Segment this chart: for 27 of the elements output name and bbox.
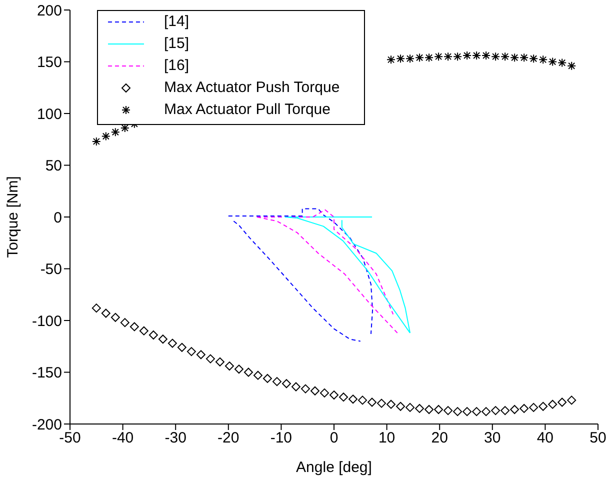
x-tick-label: 20 — [431, 430, 448, 447]
x-axis-title: Angle [deg] — [296, 459, 372, 476]
x-tick-label: -10 — [270, 430, 292, 447]
x-tick-label: -50 — [59, 430, 81, 447]
x-tick-label: 40 — [536, 430, 554, 447]
y-tick-label: 50 — [45, 158, 62, 175]
y-tick-label: -150 — [32, 364, 62, 382]
legend-label: [14] — [164, 12, 190, 32]
x-tick-label: 30 — [484, 430, 501, 447]
y-tick-label: 100 — [36, 106, 62, 123]
y-tick-label: 0 — [54, 209, 62, 226]
x-tick-label: 0 — [330, 430, 338, 447]
legend-label: [16] — [164, 56, 190, 76]
y-tick-label: -50 — [40, 261, 62, 278]
y-axis-title: Torque [Nm] — [4, 176, 22, 258]
x-tick-label: 10 — [378, 430, 396, 447]
y-tick-label: -200 — [32, 416, 62, 434]
y-tick-label: 150 — [36, 54, 62, 72]
x-tick-label: -40 — [112, 430, 134, 447]
x-tick-label: -20 — [218, 430, 240, 447]
x-tick-label: -30 — [164, 430, 186, 447]
legend-label: Max Actuator Pull Torque — [164, 100, 330, 120]
y-tick-label: -100 — [32, 312, 62, 330]
legend-label: Max Actuator Push Torque — [164, 78, 340, 98]
legend-label: [15] — [164, 34, 190, 54]
y-tick-label: 200 — [36, 2, 62, 20]
x-tick-label: 50 — [590, 430, 606, 447]
